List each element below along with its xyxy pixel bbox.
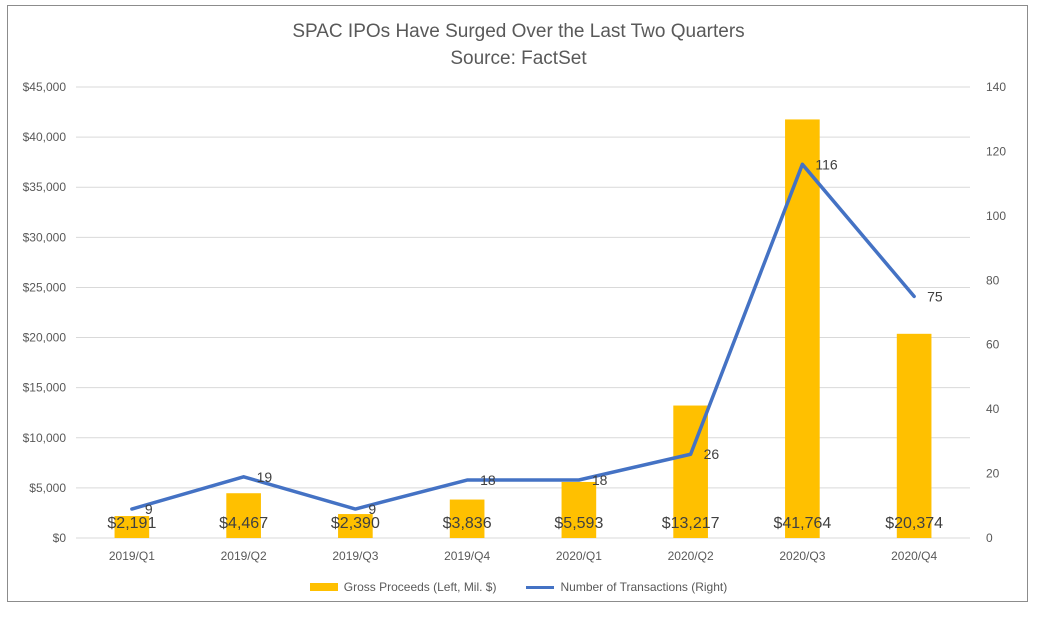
line-data-label: 18	[480, 472, 496, 488]
y-left-tick-label: $0	[53, 531, 67, 545]
x-tick-label: 2020/Q4	[891, 549, 937, 563]
y-left-tick-label: $45,000	[23, 80, 67, 94]
line-data-label: 26	[704, 446, 720, 462]
bar-data-label: $20,374	[885, 515, 943, 532]
bar	[338, 514, 373, 538]
legend-swatch-line	[526, 585, 555, 589]
x-tick-label: 2019/Q1	[109, 549, 155, 563]
bar-data-label: $4,467	[219, 515, 268, 532]
y-right-tick-label: 20	[986, 467, 1000, 481]
y-left-tick-label: $15,000	[23, 381, 67, 395]
bar-data-label: $2,390	[331, 515, 380, 532]
y-right-tick-label: 0	[986, 531, 993, 545]
legend-item-gross-proceeds: Gross Proceeds (Left, Mil. $)	[309, 580, 497, 594]
x-tick-label: 2019/Q4	[444, 549, 490, 563]
y-left-tick-label: $10,000	[23, 431, 67, 445]
y-right-tick-label: 80	[986, 273, 1000, 287]
x-tick-label: 2020/Q2	[668, 549, 714, 563]
bar-data-label: $3,836	[443, 515, 492, 532]
y-right-tick-label: 140	[986, 80, 1006, 94]
legend-swatch-bar	[309, 583, 338, 591]
x-tick-label: 2019/Q3	[332, 549, 378, 563]
legend-label-transactions: Number of Transactions (Right)	[560, 580, 728, 594]
line-data-label: 19	[257, 469, 273, 485]
bar-data-label: $2,191	[107, 515, 156, 532]
y-right-tick-label: 120	[986, 144, 1006, 158]
bar	[449, 499, 485, 538]
line-data-label: 75	[927, 288, 943, 304]
x-tick-label: 2020/Q3	[779, 549, 825, 563]
chart-svg: $0 $5,000 $10,000 $15,000 $20,000 $25,000 $30,…	[23, 80, 1007, 563]
y-right-tick-label: 60	[986, 338, 1000, 352]
legend: Gross Proceeds (Left, Mil. $) Number of …	[8, 580, 1029, 594]
line-data-label: 9	[145, 501, 153, 517]
y-left-tick-label: $25,000	[23, 280, 67, 294]
legend-item-transactions: Number of Transactions (Right)	[526, 580, 727, 594]
chart-frame: SPAC IPOs Have Surged Over the Last Two …	[7, 5, 1028, 602]
line-data-label: 116	[815, 156, 838, 172]
line-data-label: 18	[592, 472, 608, 488]
bar-data-label: $41,764	[773, 515, 831, 532]
bar-data-label: $5,593	[554, 515, 603, 532]
y-left-tick-label: $30,000	[23, 230, 67, 244]
y-left-tick-label: $20,000	[23, 331, 67, 345]
chart-subtitle: Source: FactSet	[450, 48, 587, 69]
bar	[114, 516, 150, 538]
y-left-tick-label: $5,000	[29, 481, 66, 495]
x-tick-label: 2020/Q1	[556, 549, 602, 563]
chart-title: SPAC IPOs Have Surged Over the Last Two …	[292, 21, 745, 42]
chart-title-block: SPAC IPOs Have Surged Over the Last Two …	[8, 18, 1029, 72]
y-left-tick-label: $35,000	[23, 180, 67, 194]
line-series	[130, 162, 916, 511]
bar	[896, 333, 932, 538]
legend-label-gross-proceeds: Gross Proceeds (Left, Mil. $)	[343, 580, 497, 594]
bar	[785, 119, 820, 538]
y-right-tick-label: 100	[986, 209, 1006, 223]
bar	[226, 493, 261, 538]
bar	[561, 481, 597, 538]
line-data-label: 9	[368, 501, 376, 517]
bar-data-label: $13,217	[662, 515, 720, 532]
x-tick-label: 2019/Q2	[221, 549, 267, 563]
y-left-tick-label: $40,000	[23, 130, 67, 144]
y-right-tick-label: 40	[986, 402, 1000, 416]
